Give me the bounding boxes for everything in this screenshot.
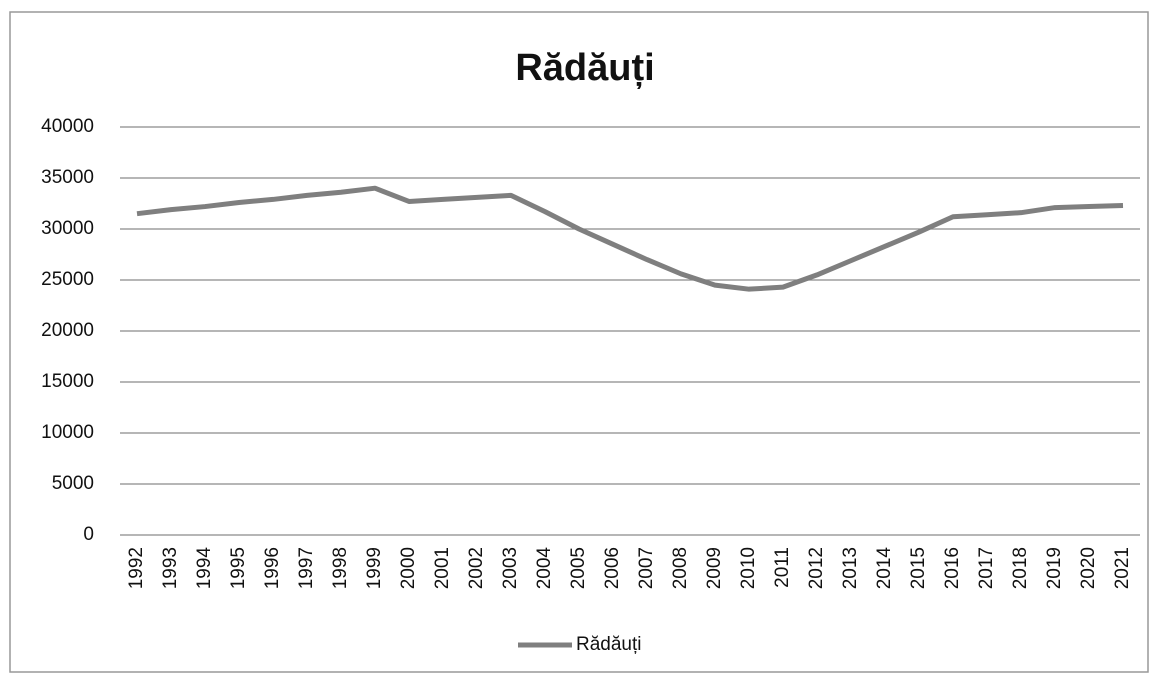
legend-label: Rădăuți <box>576 634 642 655</box>
y-tick-label: 25000 <box>41 269 94 290</box>
y-tick-label: 30000 <box>41 218 94 239</box>
x-tick-label: 1995 <box>228 547 249 589</box>
x-tick-label: 1993 <box>160 547 181 589</box>
y-tick-label: 0 <box>83 524 94 545</box>
y-tick-label: 40000 <box>41 116 94 137</box>
line <box>136 185 1124 292</box>
x-tick-label: 1999 <box>364 547 385 589</box>
y-tick-label: 5000 <box>52 473 94 494</box>
x-tick-label: 1996 <box>262 547 283 589</box>
x-tick-label: 2011 <box>772 547 793 588</box>
x-tick-label: 2014 <box>874 547 895 590</box>
x-tick-label: 1994 <box>194 547 215 590</box>
x-tick-label: 2001 <box>432 547 453 589</box>
x-tick-label: 2002 <box>466 547 487 589</box>
x-tick-label: 1997 <box>296 547 317 589</box>
x-tick-label: 2021 <box>1112 547 1133 589</box>
chart-title: Rădăuți <box>515 47 654 89</box>
x-tick-label: 2019 <box>1044 547 1065 589</box>
x-tick-label: 1998 <box>330 547 351 589</box>
x-tick-label: 2003 <box>500 547 521 589</box>
y-tick-label: 35000 <box>41 167 94 188</box>
y-tick-label: 20000 <box>41 320 94 341</box>
x-tick-label: 2007 <box>636 547 657 589</box>
x-tick-label: 2000 <box>398 547 419 589</box>
x-tick-label: 2015 <box>908 547 929 589</box>
x-tick-label: 2013 <box>840 547 861 589</box>
x-tick-label: 2010 <box>738 547 759 589</box>
x-tick-label: 2004 <box>534 547 555 590</box>
x-tick-label: 2012 <box>806 547 827 589</box>
y-tick-label: 15000 <box>41 371 94 392</box>
x-tick-label: 2017 <box>976 547 997 589</box>
x-tick-label: 1992 <box>126 547 147 589</box>
x-tick-label: 2008 <box>670 547 691 589</box>
y-tick-label: 10000 <box>41 422 94 443</box>
x-tick-label: 2016 <box>942 547 963 589</box>
x-tick-label: 2005 <box>568 547 589 589</box>
x-tick-label: 2006 <box>602 547 623 589</box>
x-tick-label: 2009 <box>704 547 725 589</box>
x-tick-label: 2018 <box>1010 547 1031 589</box>
chart-frame <box>9 11 1149 673</box>
x-tick-label: 2020 <box>1078 547 1099 589</box>
